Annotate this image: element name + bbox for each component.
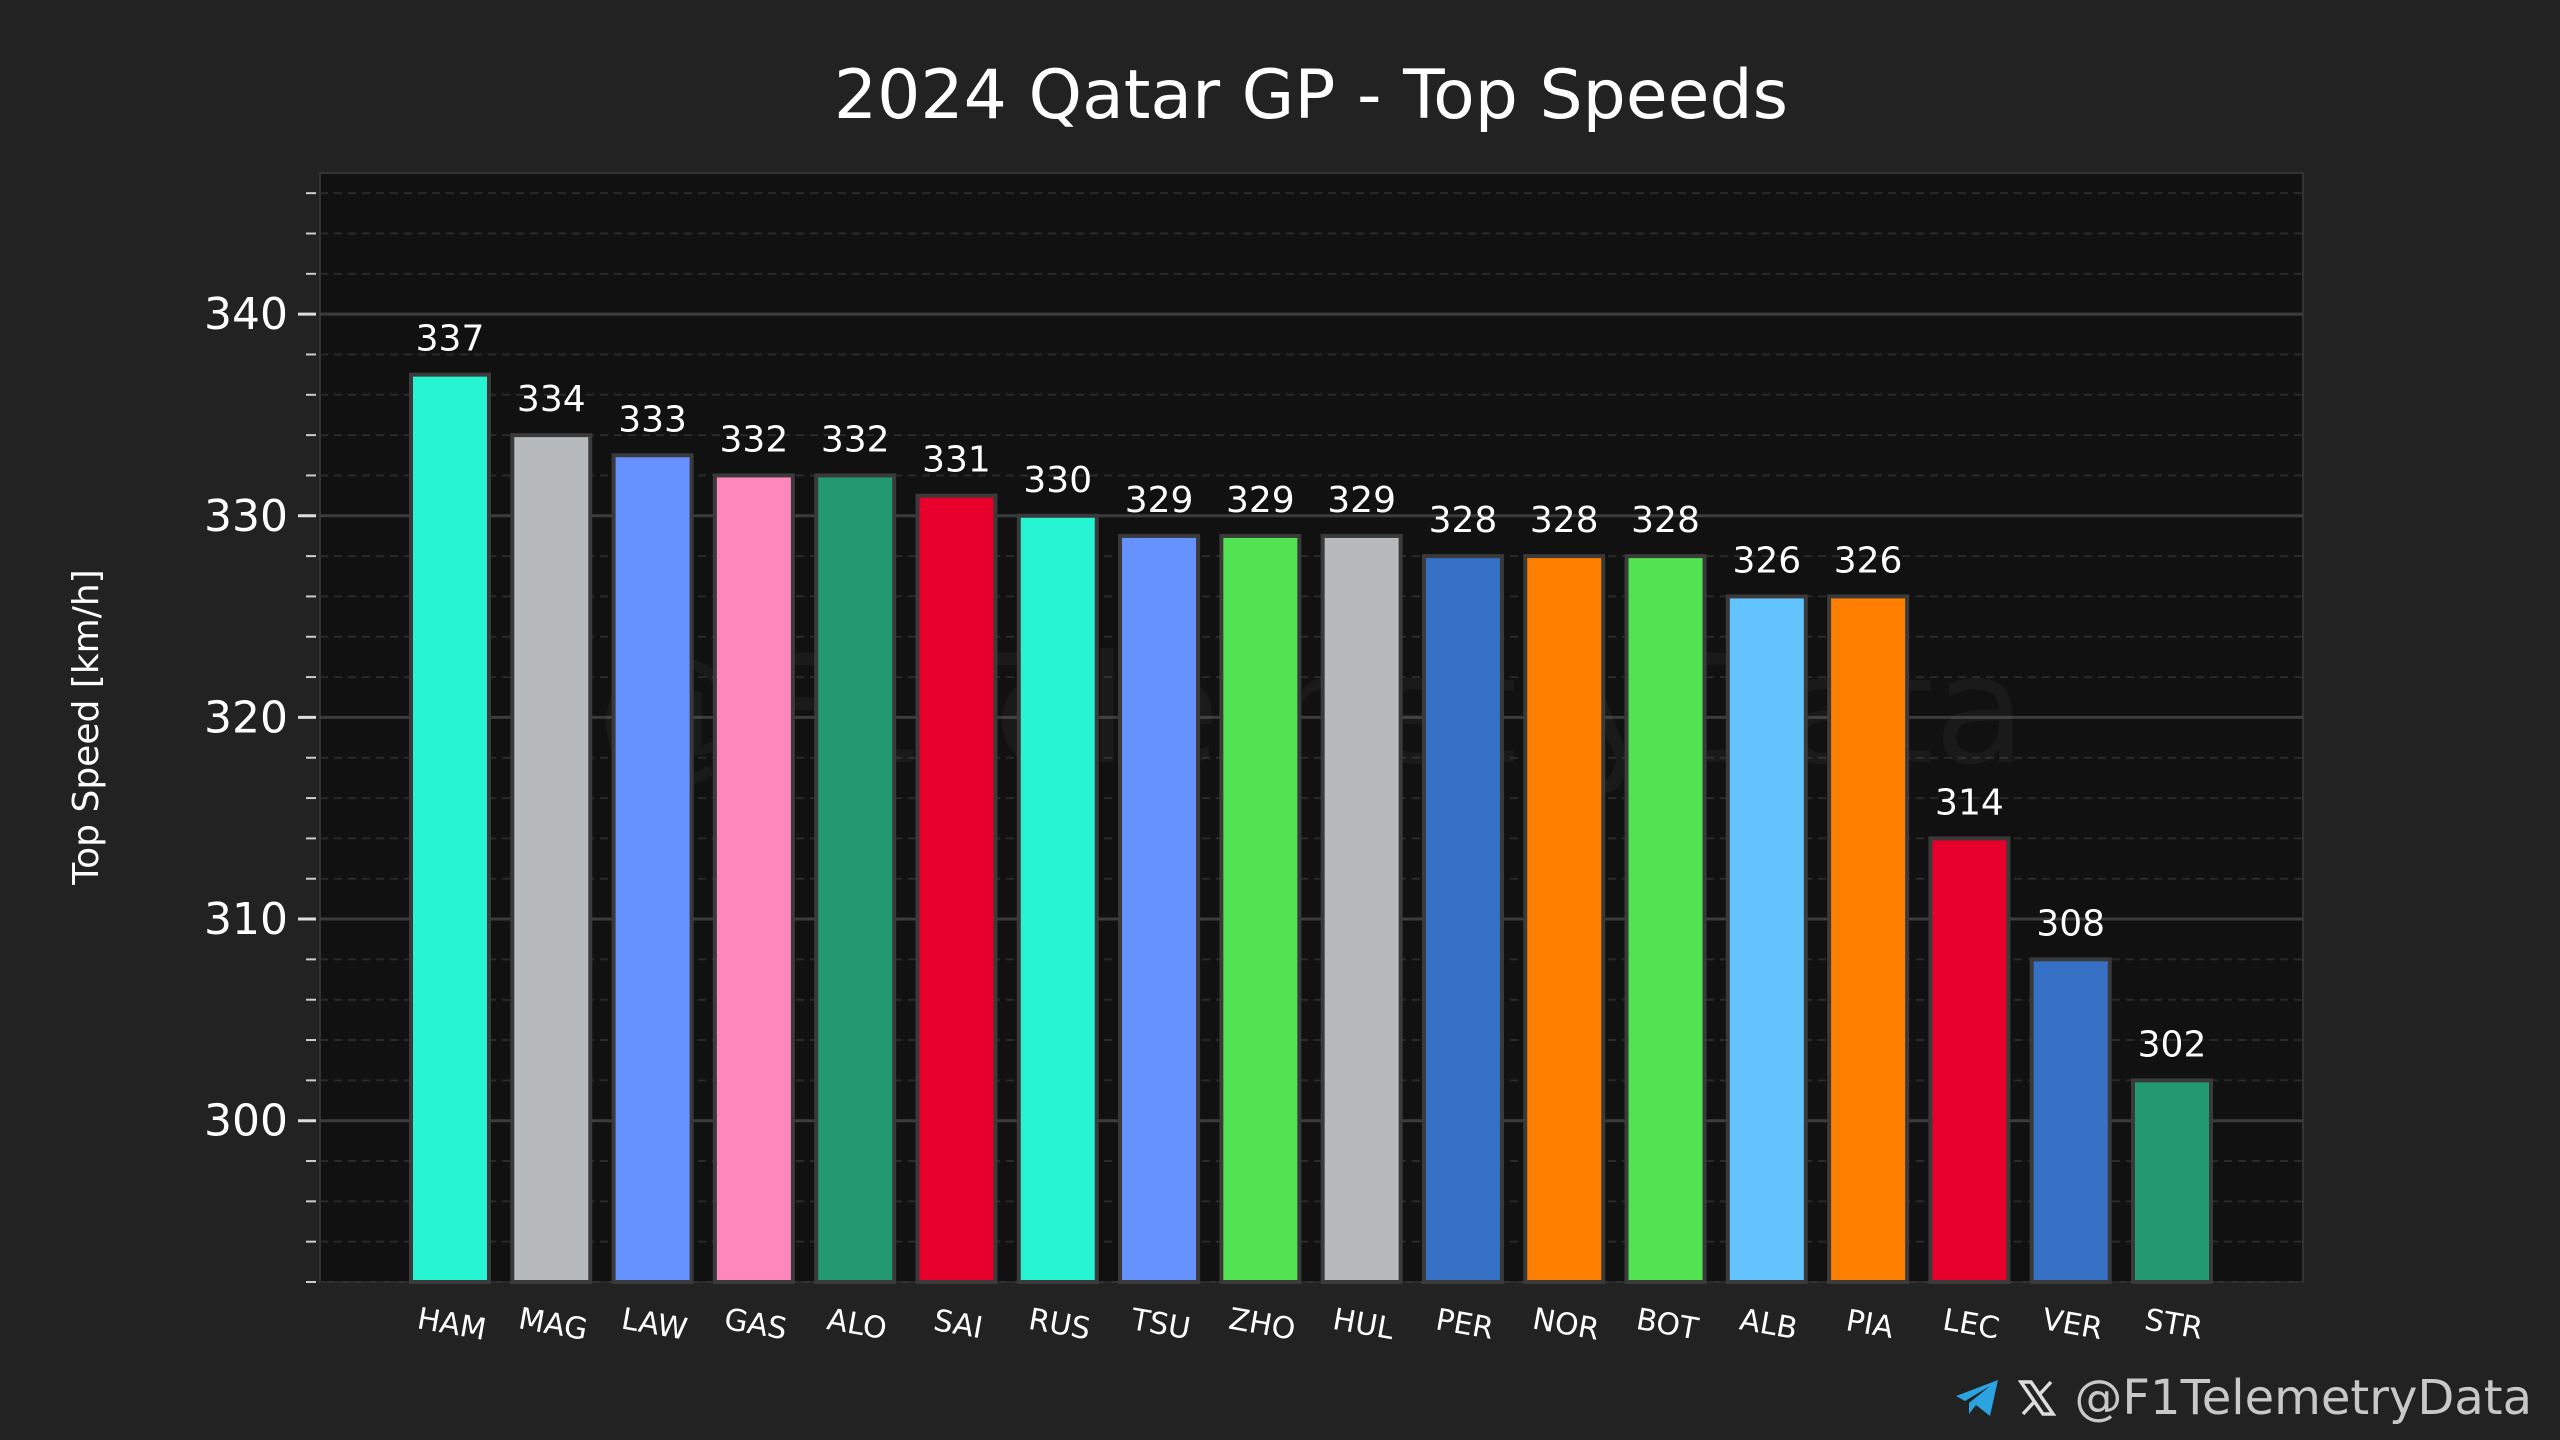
x-tick-label-hul: HUL <box>1330 1302 1397 1347</box>
value-label-alo: 332 <box>821 419 890 460</box>
x-tick-label-str: STR <box>2142 1302 2205 1347</box>
y-tick-label: 310 <box>204 894 288 945</box>
bar-bot <box>1624 554 1707 1284</box>
x-tick-label-zho: ZHO <box>1226 1302 1298 1348</box>
value-label-alb: 326 <box>1732 540 1801 581</box>
bar-lec <box>1928 836 2011 1285</box>
x-tick-label-mag: MAG <box>516 1301 590 1347</box>
x-tick-label-alo: ALO <box>824 1302 889 1347</box>
x-tick-label-alb: ALB <box>1737 1302 1800 1347</box>
bar-ver <box>2029 957 2112 1285</box>
y-axis-label: Top Speed [km/h] <box>66 569 107 885</box>
bar-mag <box>510 433 593 1284</box>
bar-zho <box>1219 533 1302 1284</box>
bar-alb <box>1725 594 1808 1284</box>
x-tick-label-pia: PIA <box>1843 1303 1896 1346</box>
footer-handle[interactable]: @F1TelemetryData <box>2074 1370 2532 1426</box>
x-tick-label-law: LAW <box>619 1302 690 1348</box>
value-label-nor: 328 <box>1530 500 1599 541</box>
bar-pia <box>1827 594 1910 1284</box>
bar-str <box>2131 1078 2213 1285</box>
x-tick-label-sai: SAI <box>931 1303 985 1346</box>
value-label-law: 333 <box>618 399 687 440</box>
bar-law <box>611 453 694 1285</box>
y-tick-label: 300 <box>204 1096 288 1147</box>
y-tick-label: 330 <box>204 491 288 542</box>
x-icon[interactable] <box>2018 1379 2057 1417</box>
footer: @F1TelemetryData <box>1954 1370 2532 1426</box>
value-label-rus: 330 <box>1023 460 1092 501</box>
value-label-zho: 329 <box>1226 480 1295 521</box>
x-tick-label-lec: LEC <box>1940 1302 2002 1346</box>
value-label-gas: 332 <box>720 419 789 460</box>
value-label-ver: 308 <box>2036 903 2105 944</box>
bar-hul <box>1320 533 1403 1284</box>
y-tick-label: 320 <box>204 692 288 743</box>
bar-nor <box>1523 554 1606 1284</box>
value-label-bot: 328 <box>1631 500 1700 541</box>
x-tick-label-tsu: TSU <box>1127 1302 1192 1347</box>
bar-tsu <box>1118 533 1201 1284</box>
bars: 337 HAM 334 MAG 333 LAW 332 GAS 332 ALO 331 SAI 330 R… <box>409 319 2213 1348</box>
value-label-str: 302 <box>2138 1024 2207 1065</box>
value-label-lec: 314 <box>1935 782 2004 823</box>
x-tick-label-ham: HAM <box>415 1301 489 1347</box>
value-label-pia: 326 <box>1834 540 1903 581</box>
watermark: @F1TelemetryData <box>596 624 2026 798</box>
axes: 300 310 320 330 340 <box>204 192 316 1283</box>
value-label-ham: 337 <box>416 319 485 360</box>
y-tick-label: 340 <box>204 289 288 340</box>
x-tick-label-ver: VER <box>2040 1302 2105 1347</box>
x-tick-label-rus: RUS <box>1026 1302 1093 1347</box>
value-label-tsu: 329 <box>1125 480 1194 521</box>
bar-per <box>1421 554 1504 1284</box>
bar-sai <box>915 493 998 1285</box>
x-tick-label-bot: BOT <box>1634 1302 1702 1347</box>
value-label-hul: 329 <box>1327 480 1396 521</box>
telegram-icon[interactable] <box>1954 1378 2000 1418</box>
value-label-sai: 331 <box>922 440 991 481</box>
bar-alo <box>814 473 897 1285</box>
x-tick-label-per: PER <box>1433 1302 1496 1347</box>
x-tick-label-nor: NOR <box>1530 1302 1602 1348</box>
value-label-per: 328 <box>1429 500 1498 541</box>
x-tick-label-gas: GAS <box>722 1302 790 1347</box>
bar-ham <box>409 372 491 1284</box>
bar-gas <box>712 473 795 1285</box>
bar-rus <box>1016 513 1099 1284</box>
value-label-mag: 334 <box>517 379 586 420</box>
chart-title: 2024 Qatar GP - Top Speeds <box>834 56 1788 135</box>
